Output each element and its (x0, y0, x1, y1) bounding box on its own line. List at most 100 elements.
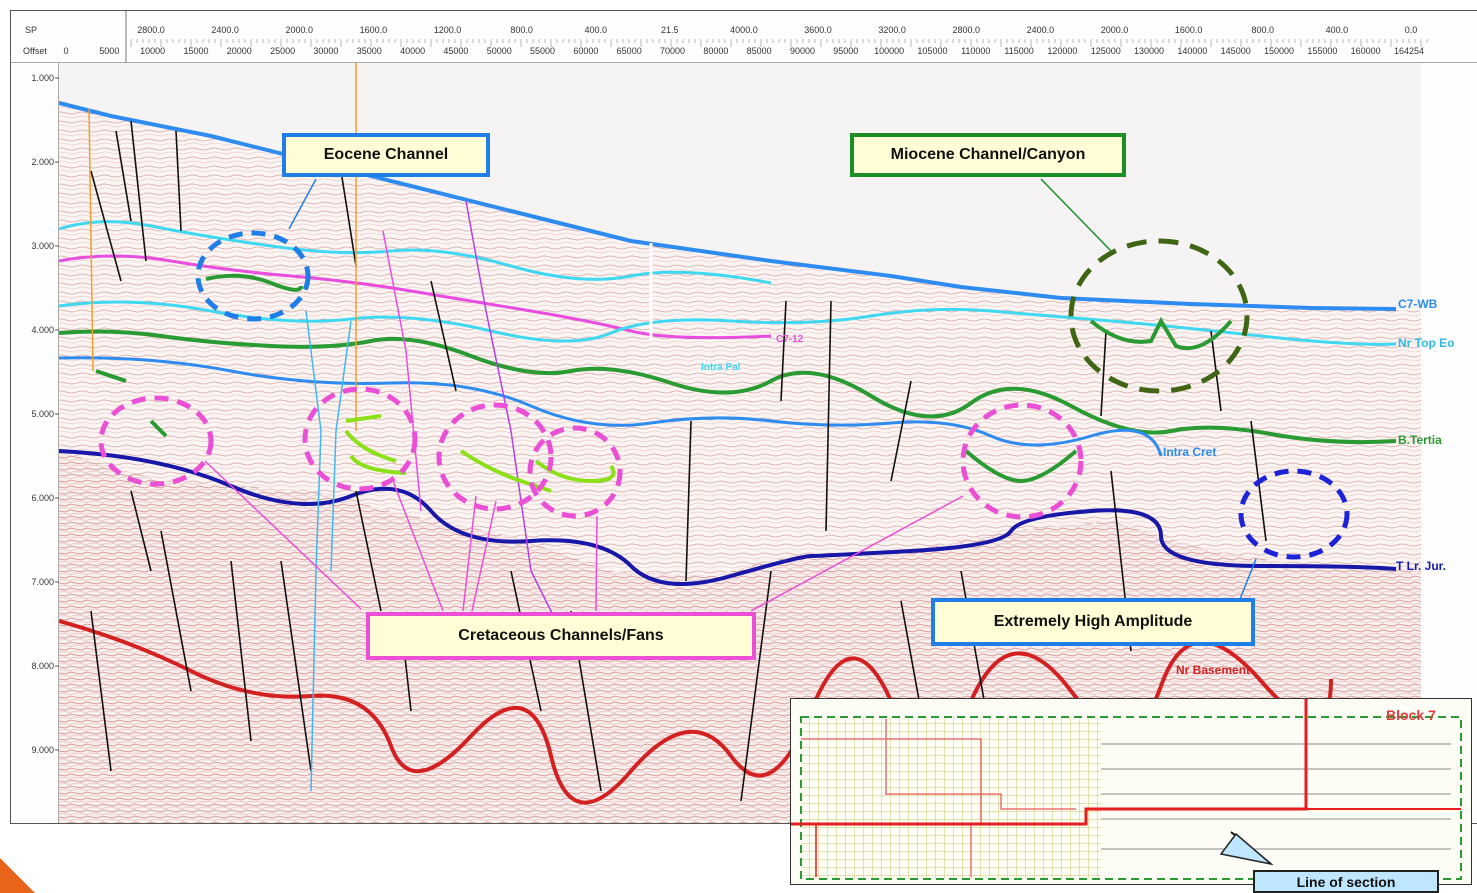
sp-tick-label: 1600.0 (360, 25, 388, 35)
offset-tick-label: 130000 (1134, 46, 1164, 56)
seismic-panel: SP Offset 2800.0 2400.0 2000.0 1600.0 1200.0… (10, 10, 1477, 824)
sp-tick-label: 2400.0 (211, 25, 239, 35)
depth-tick-labels: 1.000 2.000 3.000 4.000 5.000 6.000 7.000 8.000… (31, 73, 59, 755)
horizon-blue-mid (58, 356, 1163, 457)
water-column (59, 63, 1421, 311)
offset-tick-label: 125000 (1091, 46, 1121, 56)
offset-tick-label: 55000 (530, 46, 555, 56)
well-blue-2 (330, 320, 352, 572)
horizon-water-bottom (58, 101, 1397, 311)
pick-cret-left (95, 369, 168, 438)
horizon-label-basement: Nr Basement (1176, 663, 1251, 677)
sp-tick-label: 1600.0 (1175, 25, 1203, 35)
cretaceous-highlights (98, 386, 1084, 520)
horizon-label-tertiary: B.Tertia (1398, 433, 1442, 447)
offset-tick-label: 45000 (443, 46, 468, 56)
block-7-label: Block 7 (1386, 707, 1436, 723)
offset-tick-label: 164254 (1394, 46, 1424, 56)
offset-axis-prefix: Offset (23, 46, 47, 56)
offset-tick-label: 95000 (833, 46, 858, 56)
high-amplitude-callout: Extremely High Amplitude (931, 598, 1255, 646)
offset-tick-label: 5000 (99, 46, 119, 56)
sp-tick-label: 400.0 (584, 25, 607, 35)
callout-arrows (204, 178, 1257, 612)
horizon-label-lr-jur: T Lr. Jur. (1396, 559, 1447, 573)
pick-cret-east (964, 449, 1078, 484)
horizon-label-c7-12: C7-12 (776, 334, 804, 345)
depth-tick-label: 8.000 (31, 661, 54, 671)
horizon-label-wb: C7-WB (1398, 297, 1438, 311)
sp-tick-label: 800.0 (1251, 25, 1274, 35)
sp-tick-label: 3600.0 (804, 25, 832, 35)
eocene-highlight (195, 230, 311, 322)
well-orange-left (88, 108, 94, 372)
depth-axis (11, 63, 59, 823)
depth-tick-label: 3.000 (31, 241, 54, 251)
sp-tick-label: 3200.0 (878, 25, 906, 35)
sp-tick-label: 1200.0 (434, 25, 462, 35)
sp-tick-label: 2800.0 (137, 25, 165, 35)
header-ruler (11, 11, 1477, 63)
offset-tick-label: 0 (63, 46, 68, 56)
sp-tick-label: 0.0 (1405, 25, 1418, 35)
offset-tick-label: 25000 (270, 46, 295, 56)
offset-tick-label: 105000 (917, 46, 947, 56)
depth-tick-label: 7.000 (31, 577, 54, 587)
offset-tick-label: 70000 (660, 46, 685, 56)
offset-tick-label: 145000 (1221, 46, 1251, 56)
sp-tick-label: 2000.0 (1101, 25, 1129, 35)
inset-map-grid (791, 699, 1462, 880)
line-of-section (791, 699, 1308, 826)
line-of-section-callout: Line of section (1253, 870, 1439, 893)
offset-tick-label: 10000 (140, 46, 165, 56)
sp-tick-label: 800.0 (510, 25, 533, 35)
sp-tick-label: 2800.0 (953, 25, 981, 35)
miocene-channel-callout: Miocene Channel/Canyon (850, 133, 1126, 177)
horizon-magenta (58, 254, 772, 340)
well-magenta-2 (465, 200, 557, 622)
miocene-highlight (1068, 238, 1250, 394)
depth-tick-label: 2.000 (31, 157, 54, 167)
offset-tick-label: 160000 (1351, 46, 1381, 56)
pick-cret-mid (344, 414, 407, 475)
offset-tick-label: 150000 (1264, 46, 1294, 56)
depth-tick-label: 5.000 (31, 409, 54, 419)
cretaceous-channels-callout: Cretaceous Channels/Fans (366, 612, 756, 660)
eocene-channel-callout: Eocene Channel (282, 133, 490, 177)
horizon-cyan-upper (58, 220, 772, 285)
offset-tick-label: 100000 (874, 46, 904, 56)
offset-tick-label: 15000 (183, 46, 208, 56)
sp-tick-label: 4000.0 (730, 25, 758, 35)
offset-tick-labels: 0 5000 10000 15000 20000 25000 30000 35000 40000… (63, 46, 1424, 56)
amplitude-highlight (1238, 468, 1350, 560)
offset-tick-label: 115000 (1004, 46, 1033, 56)
pick-miocene (1089, 316, 1233, 351)
offset-tick-label: 50000 (487, 46, 512, 56)
horizon-dark-blue (58, 449, 1397, 586)
horizon-label-top-eo: Nr Top Eo (1398, 336, 1455, 350)
offset-tick-label: 155000 (1307, 46, 1337, 56)
offset-tick-label: 35000 (357, 46, 382, 56)
horizon-label-intra-cret: Intra Cret (1163, 445, 1217, 459)
sp-tick-label: 21.5 (661, 25, 679, 35)
sp-tick-label: 400.0 (1326, 25, 1349, 35)
offset-tick-label: 140000 (1177, 46, 1207, 56)
well-blue (305, 310, 322, 792)
offset-tick-label: 20000 (227, 46, 252, 56)
sp-axis-prefix: SP (25, 25, 37, 35)
offset-tick-label: 110000 (961, 46, 990, 56)
depth-tick-label: 9.000 (31, 745, 54, 755)
location-map-inset: Block 7 (790, 698, 1472, 885)
offset-tick-label: 65000 (617, 46, 642, 56)
well-magenta-1 (382, 230, 422, 512)
sp-tick-label: 2400.0 (1027, 25, 1055, 35)
sp-tick-label: 2000.0 (285, 25, 313, 35)
corner-accent (0, 858, 35, 893)
offset-tick-label: 30000 (313, 46, 338, 56)
offset-tick-label: 85000 (747, 46, 772, 56)
horizon-label-intra-pal: Intra Pal (701, 362, 741, 373)
depth-tick-label: 6.000 (31, 493, 54, 503)
fault-lines (90, 120, 1267, 802)
depth-tick-label: 1.000 (31, 73, 54, 83)
pick-eocene (205, 273, 303, 292)
